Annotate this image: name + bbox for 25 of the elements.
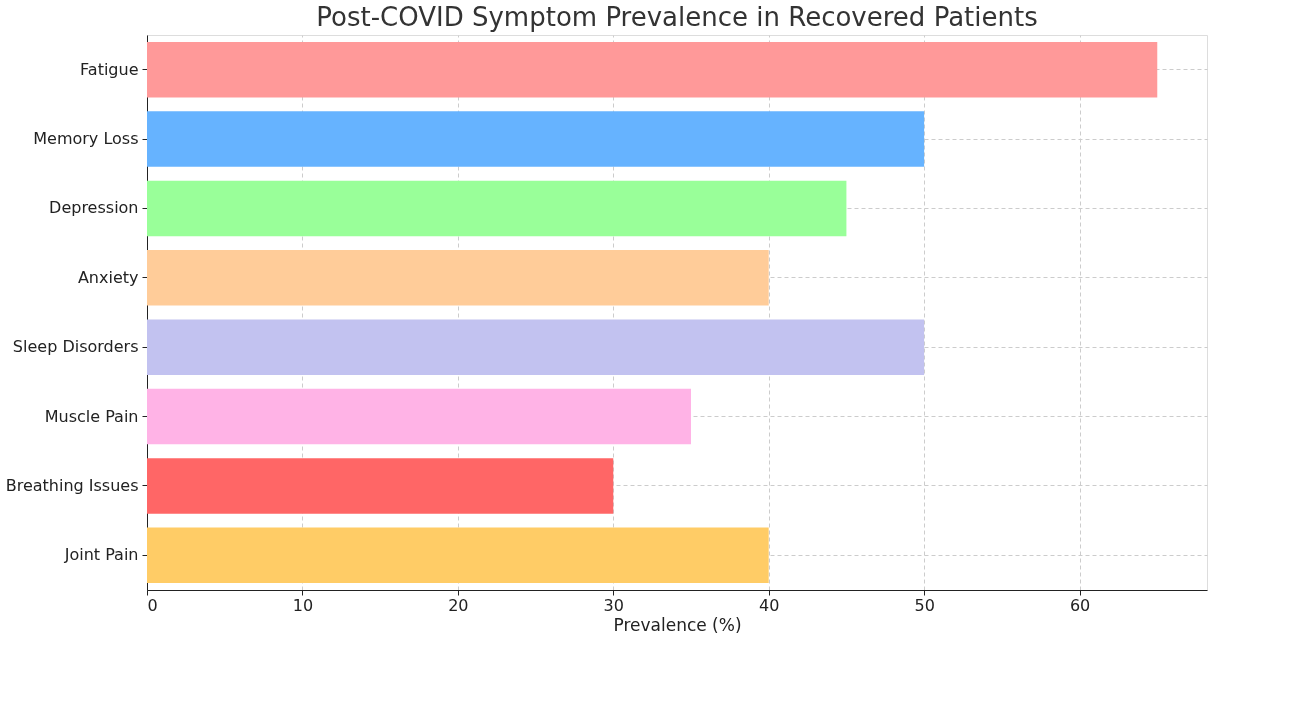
y-tick-label: Memory Loss <box>33 129 139 149</box>
x-tick-label: 50 <box>914 595 935 615</box>
y-tick-label: Muscle Pain <box>44 406 139 426</box>
bar <box>147 388 691 445</box>
x-tick-label: 40 <box>759 595 780 615</box>
bar <box>147 250 769 306</box>
bar <box>147 41 1158 98</box>
y-tick-label: Breathing Issues <box>5 475 139 495</box>
y-tick-label: Joint Pain <box>63 545 139 565</box>
y-tick-label: Sleep Disorders <box>12 337 139 357</box>
y-tick-label: Depression <box>49 198 139 218</box>
bar <box>147 527 769 584</box>
y-tick-label: Fatigue <box>80 59 139 79</box>
bar <box>147 319 925 375</box>
bar <box>147 180 847 237</box>
bar <box>147 111 925 167</box>
x-tick-label: 20 <box>448 595 469 615</box>
x-tick-label: 30 <box>603 595 624 615</box>
x-axis-title: Prevalence (%) <box>613 614 742 635</box>
bar <box>147 458 614 514</box>
x-tick-label: 0 <box>147 595 158 615</box>
x-tick-label: 10 <box>292 595 314 615</box>
x-tick-label: 60 <box>1069 595 1091 615</box>
y-tick-label: Anxiety <box>77 267 139 287</box>
chart-title: Post-COVID Symptom Prevalence in Recovered Patients <box>316 2 1038 32</box>
